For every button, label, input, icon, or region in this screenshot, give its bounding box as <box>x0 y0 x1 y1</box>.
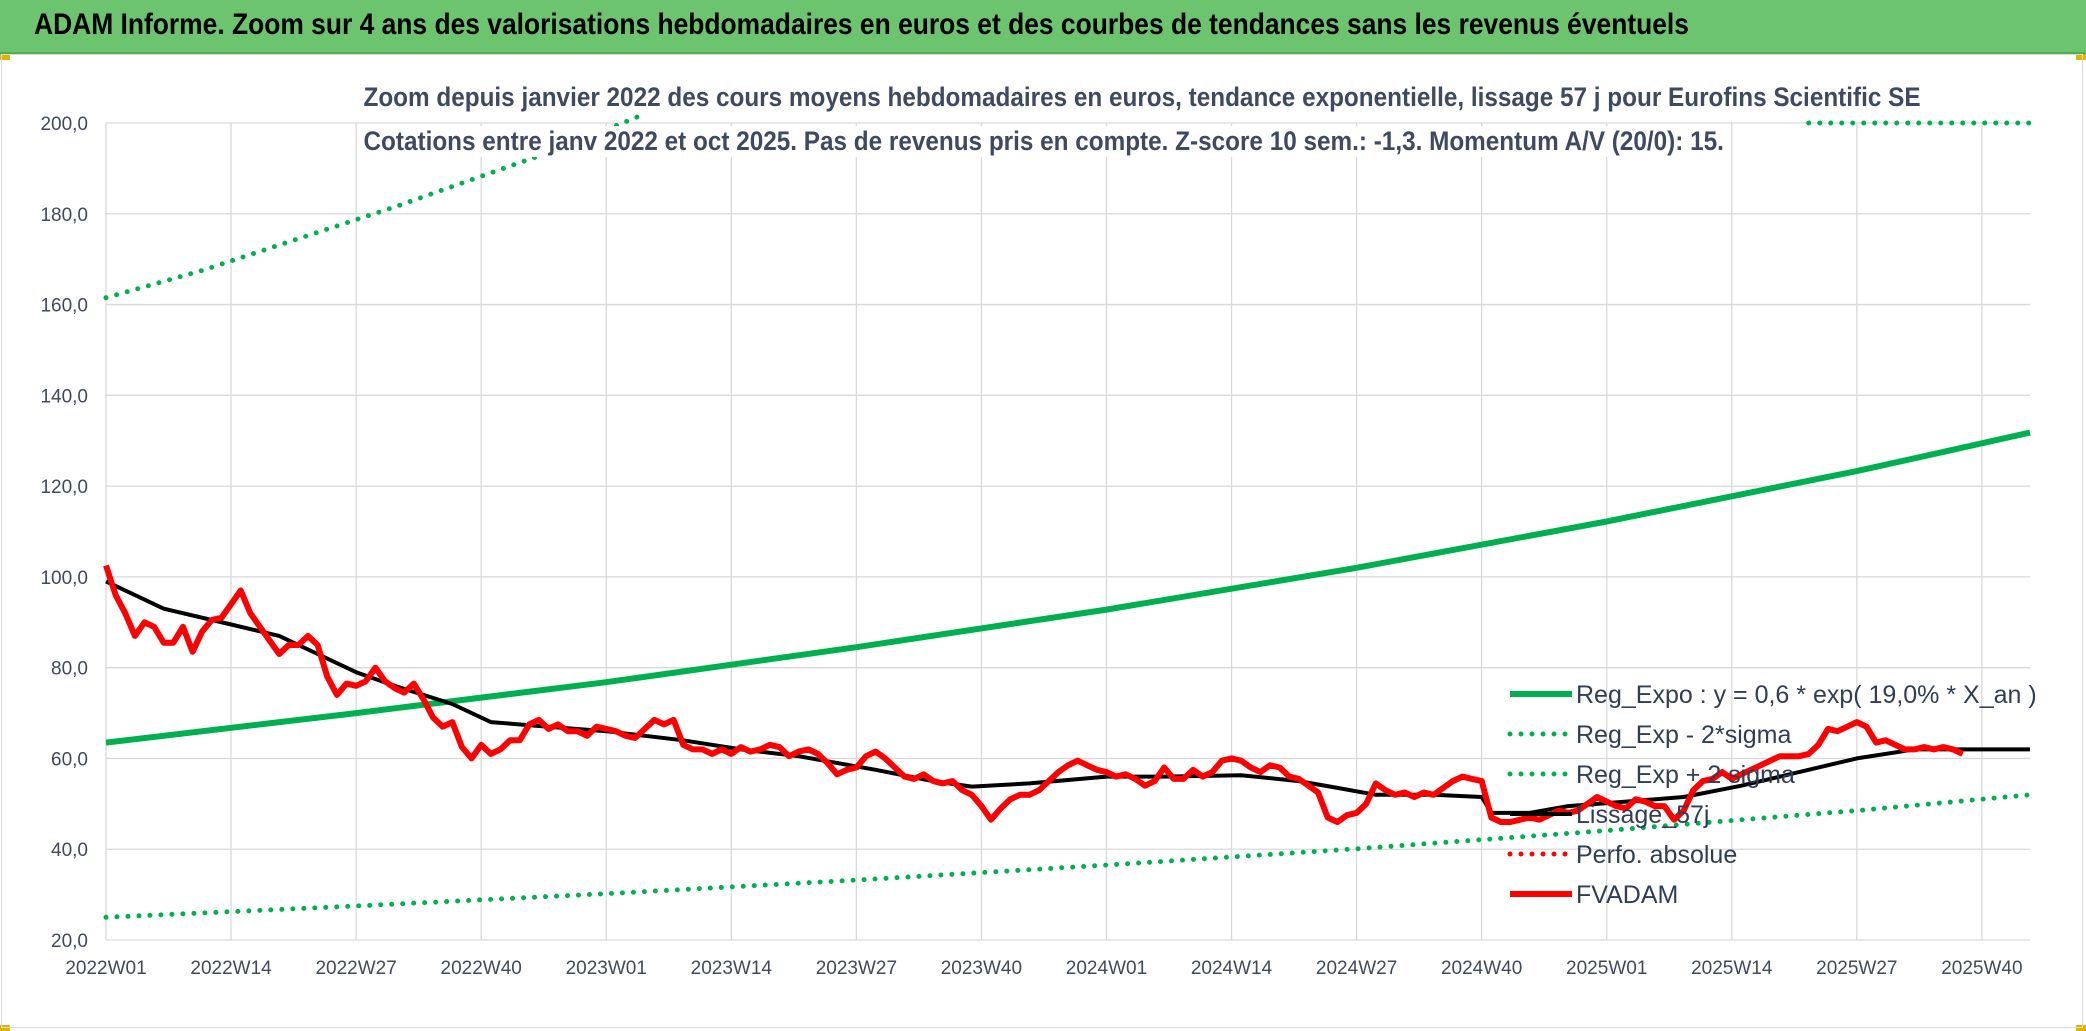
x-tick-label: 2022W27 <box>315 958 396 979</box>
chart-frame <box>1 54 2083 1028</box>
x-tick-label: 2025W01 <box>1566 958 1647 979</box>
y-axis-labels: 20,0 40,0 60,0 80,0 100,0 120,0 140,0 160,0 180,… <box>40 114 88 952</box>
series-line-reg-exp-2-sigma <box>103 792 2033 920</box>
x-tick-label: 2025W40 <box>1941 958 2022 979</box>
report-banner: ADAM Informe. Zoom sur 4 ans des valoris… <box>0 0 2086 54</box>
legend-label-perfo-absolue: Perfo. absolue <box>1576 841 1737 869</box>
y-tick-label: 120,0 <box>40 477 88 498</box>
legend-label-fvadam: FVADAM <box>1576 881 1678 909</box>
y-tick-label: 160,0 <box>40 296 88 317</box>
y-tick-label: 200,0 <box>40 114 88 135</box>
y-tick-label: 140,0 <box>40 386 88 407</box>
corner-mark-bottom-left <box>0 1025 10 1031</box>
chart-subtitle: Cotations entre janv 2022 et oct 2025. P… <box>363 126 1724 157</box>
corner-mark-right <box>2076 54 2086 60</box>
x-tick-label: 2022W01 <box>65 958 146 979</box>
legend-label-reg-expo-y-0-6-exp-19-0-x-an: Reg_Expo : y = 0,6 * exp( 19,0% * X_an ) <box>1576 681 2037 709</box>
x-tick-label: 2023W01 <box>566 958 647 979</box>
y-tick-label: 180,0 <box>40 205 88 226</box>
x-tick-label: 2024W14 <box>1191 958 1273 979</box>
x-tick-label: 2025W27 <box>1816 958 1897 979</box>
x-tick-label: 2024W40 <box>1441 958 1522 979</box>
series-line-fvadam <box>103 564 1964 825</box>
y-tick-label: 80,0 <box>51 659 88 680</box>
series-lines <box>103 111 2033 920</box>
legend: Reg_Expo : y = 0,6 * exp( 19,0% * X_an )… <box>1507 681 2037 909</box>
x-tick-label: 2023W27 <box>816 958 897 979</box>
corner-mark-left <box>0 54 10 60</box>
legend-label-reg-exp-2-sigma: Reg_Exp - 2*sigma <box>1576 721 1791 749</box>
legend-label-reg-exp-2-sigma: Reg_Exp + 2 sigma <box>1576 761 1795 789</box>
x-tick-label: 2023W14 <box>691 958 773 979</box>
legend-label-lissage-57j: Lissage_57j <box>1576 801 1709 829</box>
y-tick-label: 100,0 <box>40 568 88 589</box>
x-tick-label: 2022W40 <box>441 958 522 979</box>
grid-lines <box>105 122 2030 941</box>
y-tick-label: 40,0 <box>51 840 88 861</box>
series-line-reg-expo-y-0-6-exp-19-0-x-an <box>105 429 2031 746</box>
y-tick-label: 20,0 <box>51 931 88 952</box>
chart-title: Zoom depuis janvier 2022 des cours moyen… <box>363 82 1921 113</box>
y-tick-label: 60,0 <box>51 749 88 770</box>
x-tick-label: 2023W40 <box>941 958 1022 979</box>
report-title: ADAM Informe. Zoom sur 4 ans des valoris… <box>34 8 1689 41</box>
x-tick-label: 2025W14 <box>1691 958 1773 979</box>
x-tick-label: 2024W01 <box>1066 958 1147 979</box>
x-tick-label: 2024W27 <box>1316 958 1397 979</box>
x-axis-labels: 2022W01 2022W14 2022W27 2022W40 2023W01 2023W… <box>65 958 2022 979</box>
corner-mark-bottom-right <box>2076 1025 2086 1031</box>
x-tick-label: 2022W14 <box>190 958 272 979</box>
